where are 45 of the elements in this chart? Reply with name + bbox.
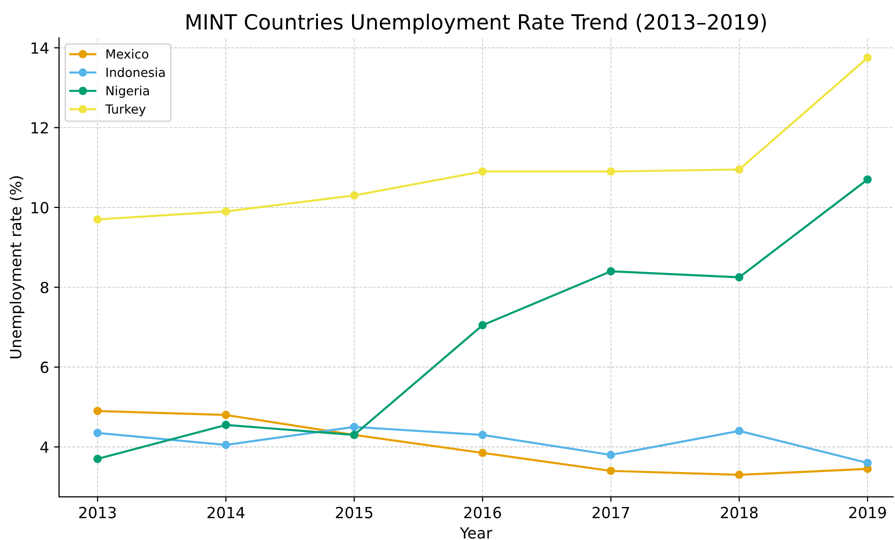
- x-axis-title: Year: [460, 527, 492, 539]
- point: [735, 165, 744, 174]
- point: [222, 420, 230, 430]
- point: [863, 458, 872, 468]
- legend-label: Nigeria: [106, 86, 149, 98]
- point: [222, 440, 230, 450]
- point: [735, 273, 744, 282]
- point: [606, 450, 616, 460]
- point: [93, 215, 102, 224]
- point: [478, 448, 487, 458]
- x-tick-label: 2013: [79, 506, 116, 518]
- legend-label: Mexico: [106, 49, 148, 59]
- point: [863, 54, 872, 62]
- point: [735, 470, 744, 480]
- x-tick-label: 2014: [208, 506, 244, 518]
- legend-label: Indonesia: [106, 67, 165, 78]
- point: [93, 454, 102, 464]
- point: [222, 410, 230, 420]
- point: [863, 175, 872, 184]
- y-tick-label: 6: [40, 362, 48, 374]
- y-tick-label: 4: [40, 442, 48, 453]
- point: [606, 167, 616, 176]
- chart-title: MINT Countries Unemployment Rate Trend (2013–2019): [186, 14, 766, 34]
- x-tick-label: 2019: [849, 506, 886, 518]
- legend-label: Turkey: [105, 104, 146, 116]
- x-tick-label: 2015: [336, 506, 372, 518]
- point: [93, 428, 102, 438]
- y-tick-label: 14: [32, 42, 48, 54]
- point: [478, 430, 487, 440]
- x-tick-label: 2016: [464, 506, 502, 518]
- y-axis-title: Unemployment rate (%): [10, 176, 24, 358]
- y-tick-label: 12: [32, 122, 48, 134]
- point: [93, 406, 102, 416]
- point: [478, 167, 487, 176]
- y-tick-label: 8: [40, 282, 48, 294]
- point: [478, 321, 487, 330]
- x-tick-label: 2018: [720, 506, 758, 518]
- point: [606, 466, 616, 476]
- point: [350, 422, 358, 432]
- point: [735, 426, 744, 436]
- y-tick-label: 10: [32, 202, 48, 214]
- point: [350, 191, 358, 200]
- point: [606, 267, 616, 276]
- x-tick-label: 2017: [592, 506, 630, 518]
- point: [222, 207, 230, 216]
